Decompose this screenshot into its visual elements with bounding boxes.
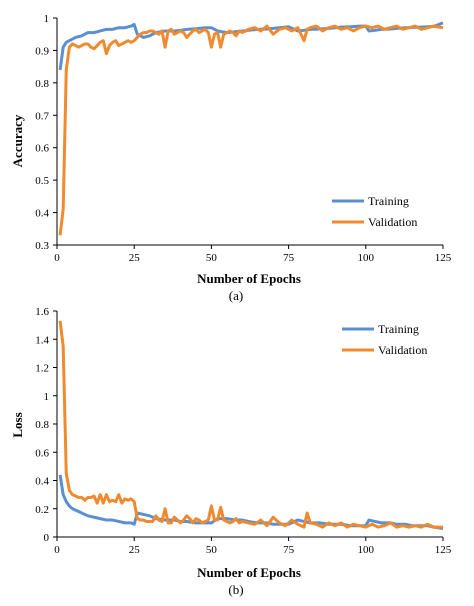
y-tick-label-b: 1.4 <box>35 334 49 346</box>
y-tick-label-a: 0.4 <box>35 208 49 220</box>
x-axis-title-b: Number of Epochs <box>197 565 301 580</box>
y-tick-label-a: 0.6 <box>35 143 49 155</box>
legend-a: Training Validation <box>332 194 417 229</box>
x-tick-label-a: 125 <box>435 252 452 264</box>
x-tick-label-b: 75 <box>283 544 295 556</box>
x-axis-title-a: Number of Epochs <box>197 271 301 286</box>
chart-panel-a: 0 25 50 75 100 125 0.3 0.4 0.5 0.6 0.7 0.8 0.9 1 Accu… <box>10 13 452 303</box>
series-line-validation-b <box>58 320 443 529</box>
chart-panel-b: 0 25 50 75 100 125 0 0.2 0.4 0.6 0.8 1 1.2 1.4 1.6 Los… <box>10 306 452 597</box>
y-tick-label-a: 1 <box>44 13 50 25</box>
plot-area-b: 0 25 50 75 100 125 0 0.2 0.4 0.6 0.8 1 1.2 1.4 1.6 <box>35 306 452 556</box>
y-tick-label-b: 0.8 <box>35 419 49 431</box>
y-tick-label-b: 0.6 <box>35 447 49 459</box>
y-axis-title-a: Accuracy <box>10 114 25 167</box>
y-tick-label-a: 0.3 <box>35 240 49 252</box>
y-tick-label-b: 0.2 <box>35 504 49 516</box>
y-tick-label-b: 1.6 <box>35 306 49 318</box>
y-tick-label-b: 0.4 <box>35 476 49 488</box>
series-line-validation-a <box>58 24 444 236</box>
y-tick-label-a: 0.9 <box>35 45 49 57</box>
x-tick-label-a: 50 <box>206 252 218 264</box>
x-tick-label-b: 50 <box>206 544 218 556</box>
y-tick-label-a: 0.8 <box>35 78 49 90</box>
x-tick-label-b: 100 <box>358 544 375 556</box>
y-tick-label-b: 0 <box>44 532 50 544</box>
x-tick-label-a: 25 <box>129 252 141 264</box>
series-line-training-b <box>58 474 444 531</box>
y-axis-title-b: Loss <box>10 412 25 437</box>
caption-b: (b) <box>228 582 243 597</box>
y-tick-label-b: 1 <box>44 391 50 403</box>
legend-b: Training Validation <box>342 322 427 357</box>
x-tick-label-a: 100 <box>358 252 375 264</box>
x-tick-label-a: 75 <box>283 252 295 264</box>
x-tick-label-b: 125 <box>435 544 452 556</box>
legend-label-validation-b: Validation <box>378 343 427 357</box>
y-tick-label-b: 1.2 <box>35 363 49 375</box>
y-tick-label-a: 0.5 <box>35 175 49 187</box>
caption-a: (a) <box>229 288 243 303</box>
x-tick-label-b: 0 <box>54 544 60 556</box>
plot-area-a: 0 25 50 75 100 125 0.3 0.4 0.5 0.6 0.7 0.8 0.9 1 <box>35 13 452 264</box>
x-tick-label-a: 0 <box>54 252 60 264</box>
legend-label-validation-a: Validation <box>368 215 417 229</box>
y-tick-label-a: 0.7 <box>35 110 49 122</box>
x-tick-label-b: 25 <box>129 544 141 556</box>
legend-label-training-b: Training <box>378 322 419 336</box>
legend-label-training-a: Training <box>368 194 409 208</box>
